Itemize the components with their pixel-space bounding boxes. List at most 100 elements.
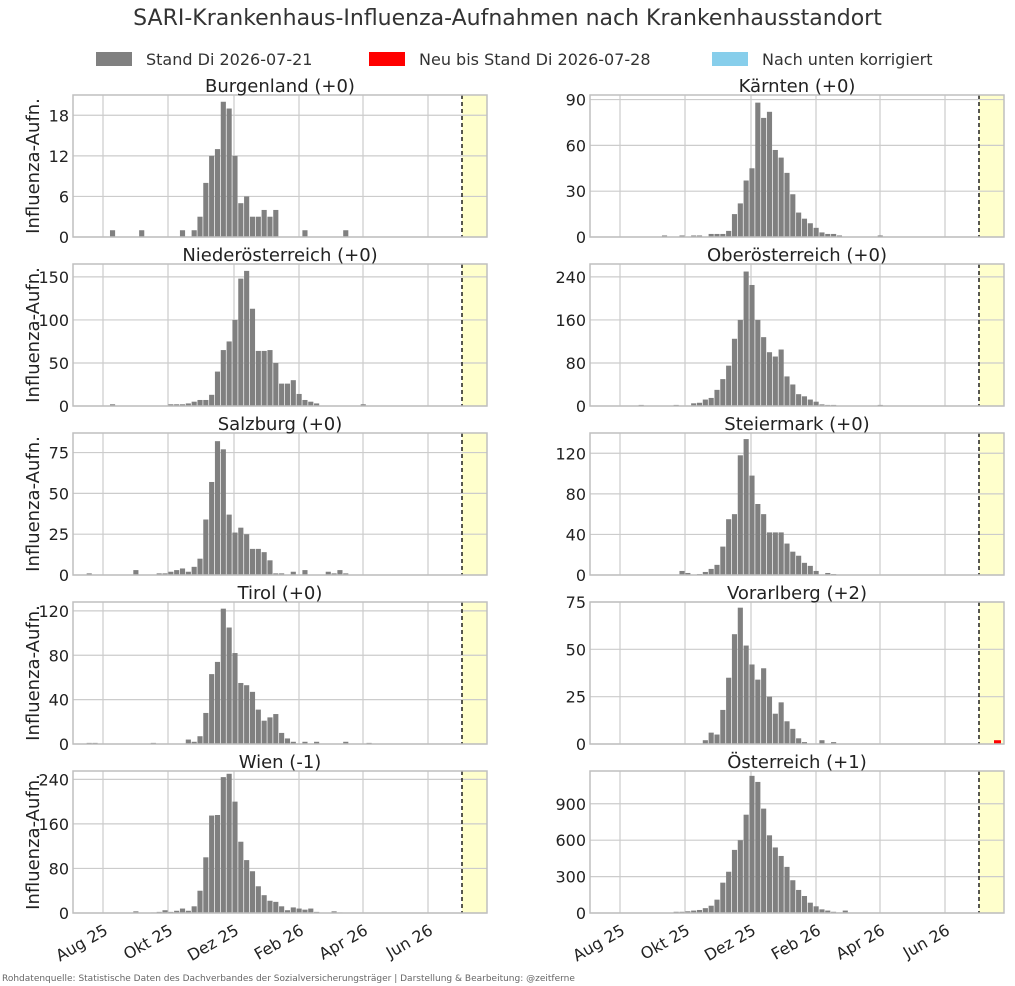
panel-3-ytick: 100 xyxy=(38,311,69,330)
panel-9-bar xyxy=(191,906,197,913)
panel-8-ytick: 0 xyxy=(576,735,586,754)
panel-10-bar xyxy=(842,910,848,913)
panel-4-ytick: 0 xyxy=(576,397,586,416)
panel-6-bar xyxy=(743,439,749,575)
panel-3-bar xyxy=(232,319,238,406)
panel-6-bar xyxy=(761,514,767,575)
panel-8-bar xyxy=(778,702,784,744)
panel-5-bar xyxy=(261,552,267,575)
panel-1-bar xyxy=(209,155,215,237)
panel-1-bar xyxy=(220,101,226,237)
panel-9-bar xyxy=(214,814,221,913)
panel-4-bar xyxy=(731,338,738,406)
panel-7-ytick: 40 xyxy=(49,691,69,710)
panel-4-bar xyxy=(761,337,767,406)
panel-10-bar xyxy=(825,910,831,913)
panel-8-bar xyxy=(790,728,796,744)
panel-2-bar xyxy=(784,172,790,237)
panel-5-bar xyxy=(279,573,285,575)
panel-10-frame xyxy=(589,770,1005,914)
panel-1-bar xyxy=(302,230,308,237)
panel-6-bar xyxy=(731,514,738,575)
panel-9-bar xyxy=(273,901,279,913)
panel-1-ytick: 18 xyxy=(49,106,69,125)
panel-3-bar xyxy=(197,399,203,406)
panel-7-bar xyxy=(267,717,273,745)
panel-7-bar xyxy=(238,682,244,744)
panel-5-bar xyxy=(273,573,279,575)
panel-5-ytick: 25 xyxy=(49,525,69,544)
panel-7-bar xyxy=(261,720,267,744)
panel-7-bar xyxy=(284,738,291,744)
legend-label-corrected: Nach unten korrigiert xyxy=(762,49,933,69)
panel-2-frame xyxy=(589,94,1005,238)
panel-9-bar xyxy=(308,908,314,913)
panel-1-ylabel: Influenza-Aufn. xyxy=(23,98,44,234)
panel-10-ytick: 900 xyxy=(555,795,586,814)
panel-2-bar xyxy=(696,235,703,237)
panel-6-bar xyxy=(766,532,773,575)
panel-5-ytick: 0 xyxy=(59,566,69,585)
panel-7-bar xyxy=(290,741,296,744)
panel-4-bar xyxy=(743,271,749,406)
panel-2-ytick: 0 xyxy=(576,228,586,247)
panel-6-bar xyxy=(679,570,685,575)
panel-9-bar xyxy=(232,801,238,913)
panel-7-bar xyxy=(185,739,191,744)
panel-9-shade xyxy=(462,771,487,913)
panel-9-xtick: Okt 25 xyxy=(120,920,176,963)
panel-3-ytick: 0 xyxy=(59,397,69,416)
panel-10-ytick: 600 xyxy=(555,831,586,850)
panel-4-bar xyxy=(749,284,755,406)
panel-10-bar xyxy=(731,849,738,913)
panel-1-bar xyxy=(238,203,244,237)
panel-4-bar xyxy=(737,319,743,406)
panel-1-ytick: 12 xyxy=(49,147,69,166)
panel-7-bar xyxy=(314,741,320,744)
panel-2-bar xyxy=(819,232,825,237)
panel-10-bar xyxy=(755,781,761,913)
panel-8-ytick: 75 xyxy=(566,593,586,612)
panel-3-bar xyxy=(261,350,267,406)
panel-10-bar xyxy=(720,882,726,913)
panel-8-bar xyxy=(819,740,825,744)
panel-10-shade xyxy=(979,771,1004,913)
panel-9-bar xyxy=(226,773,232,913)
panel-4-bar xyxy=(691,403,697,406)
panel-9-xtick: Jun 26 xyxy=(382,920,436,962)
panel-7-bar xyxy=(226,627,232,744)
panel-10-bar xyxy=(685,911,691,913)
panel-1-bar xyxy=(139,230,145,237)
panel-9-bar xyxy=(284,910,291,913)
panel-6-bar xyxy=(807,565,813,575)
panel-5-bar xyxy=(203,519,209,575)
panel-1-bar xyxy=(232,155,238,237)
panel-8-bar xyxy=(784,721,790,744)
panel-8-bar xyxy=(726,677,732,744)
panel-3-bar xyxy=(220,350,226,406)
panel-1-bar xyxy=(226,108,232,238)
panel-8-bar xyxy=(772,713,778,744)
panel-6-bar xyxy=(825,572,831,575)
panel-6-ytick: 40 xyxy=(566,525,586,544)
legend-item-corrected: Nach unten korrigiert xyxy=(712,48,933,70)
panel-8-frame xyxy=(589,601,1005,745)
panel-2-ytick: 30 xyxy=(566,182,586,201)
panel-5-bar xyxy=(267,560,273,575)
panel-8-new-bar xyxy=(994,740,1001,744)
panel-6-bar xyxy=(685,572,691,575)
panel-2-ytick: 60 xyxy=(566,136,586,155)
panel-6-bar xyxy=(813,570,819,575)
panel-7-frame xyxy=(72,601,488,745)
panel-8-bar xyxy=(708,732,714,744)
panel-6-bar xyxy=(720,546,726,575)
legend-label-new: Neu bis Stand Di 2026-07-28 xyxy=(419,49,651,69)
panel-8-bar xyxy=(720,709,726,744)
panel-9-bar xyxy=(331,911,337,913)
panel-8-title: Vorarlberg (+2) xyxy=(727,583,867,604)
legend-label-stand: Stand Di 2026-07-21 xyxy=(146,49,313,69)
panel-4-bar xyxy=(807,399,813,406)
panel-2-bar xyxy=(836,235,843,237)
panel-4-bar xyxy=(696,402,703,406)
panel-7-bar xyxy=(220,608,226,744)
